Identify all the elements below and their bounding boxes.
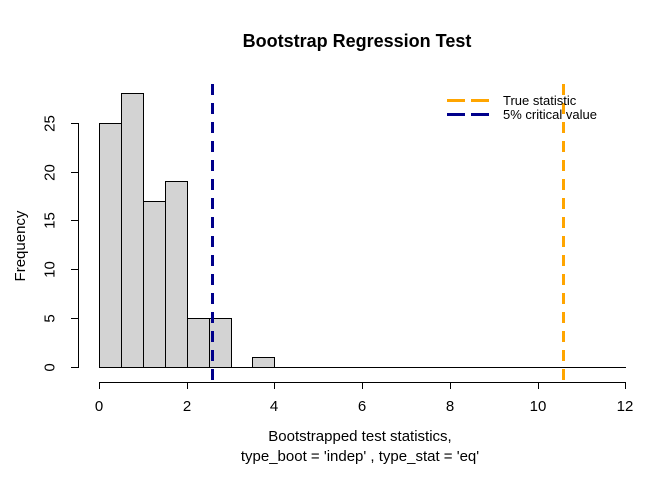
legend-entry-label: 5% critical value xyxy=(503,106,597,122)
y-tick-label: 10 xyxy=(41,261,59,278)
x-tick-label: 12 xyxy=(616,398,634,415)
x-tick-label: 8 xyxy=(445,398,455,415)
y-tick-label: 15 xyxy=(41,212,59,229)
x-axis-label: Bootstrapped test statistics, type_boot … xyxy=(95,427,625,467)
histogram-bar xyxy=(165,181,188,368)
x-tick-label: 4 xyxy=(269,398,279,415)
x-axis-tick xyxy=(274,382,275,389)
histogram-baseline xyxy=(99,367,626,368)
y-tick-label: 5 xyxy=(41,314,59,323)
x-tick-label: 2 xyxy=(182,398,192,415)
legend: True statistic 5% critical value xyxy=(447,94,597,121)
x-tick-label: 6 xyxy=(357,398,367,415)
legend-line-sample xyxy=(447,99,490,103)
y-axis-tick xyxy=(71,220,78,221)
y-axis-line xyxy=(78,123,79,368)
x-tick-label: 10 xyxy=(529,398,547,415)
legend-entry: 5% critical value xyxy=(447,106,597,122)
true-statistic-line xyxy=(562,84,565,380)
x-tick-label: 0 xyxy=(94,398,104,415)
y-tick-label: 0 xyxy=(41,363,59,372)
x-axis-tick xyxy=(99,382,100,389)
y-axis-tick xyxy=(71,318,78,319)
y-tick-label: 25 xyxy=(41,115,59,132)
x-axis-label-line1: Bootstrapped test statistics, xyxy=(268,428,452,445)
y-axis-tick xyxy=(71,367,78,368)
chart-title: Bootstrap Regression Test xyxy=(242,31,472,51)
y-axis-label: Frequency xyxy=(12,210,29,282)
y-tick-label: 20 xyxy=(41,164,59,181)
legend-entry-label: True statistic xyxy=(503,93,577,109)
histogram-bar xyxy=(121,93,144,368)
histogram-bar xyxy=(99,123,122,368)
x-axis-tick xyxy=(187,382,188,389)
x-axis-tick xyxy=(362,382,363,389)
y-axis-tick xyxy=(71,123,78,124)
x-axis-label-line2: type_boot = 'indep' , type_stat = 'eq' xyxy=(240,448,480,465)
x-axis-tick xyxy=(450,382,451,389)
x-axis-tick xyxy=(625,382,626,389)
critical-value-line xyxy=(211,84,214,380)
y-axis-tick xyxy=(71,172,78,173)
legend-entry: True statistic xyxy=(447,94,597,107)
x-axis-tick xyxy=(538,382,539,389)
y-axis-tick xyxy=(71,269,78,270)
histogram-bar xyxy=(143,201,166,368)
histogram-bar xyxy=(187,318,210,368)
legend-line-sample xyxy=(447,112,490,116)
